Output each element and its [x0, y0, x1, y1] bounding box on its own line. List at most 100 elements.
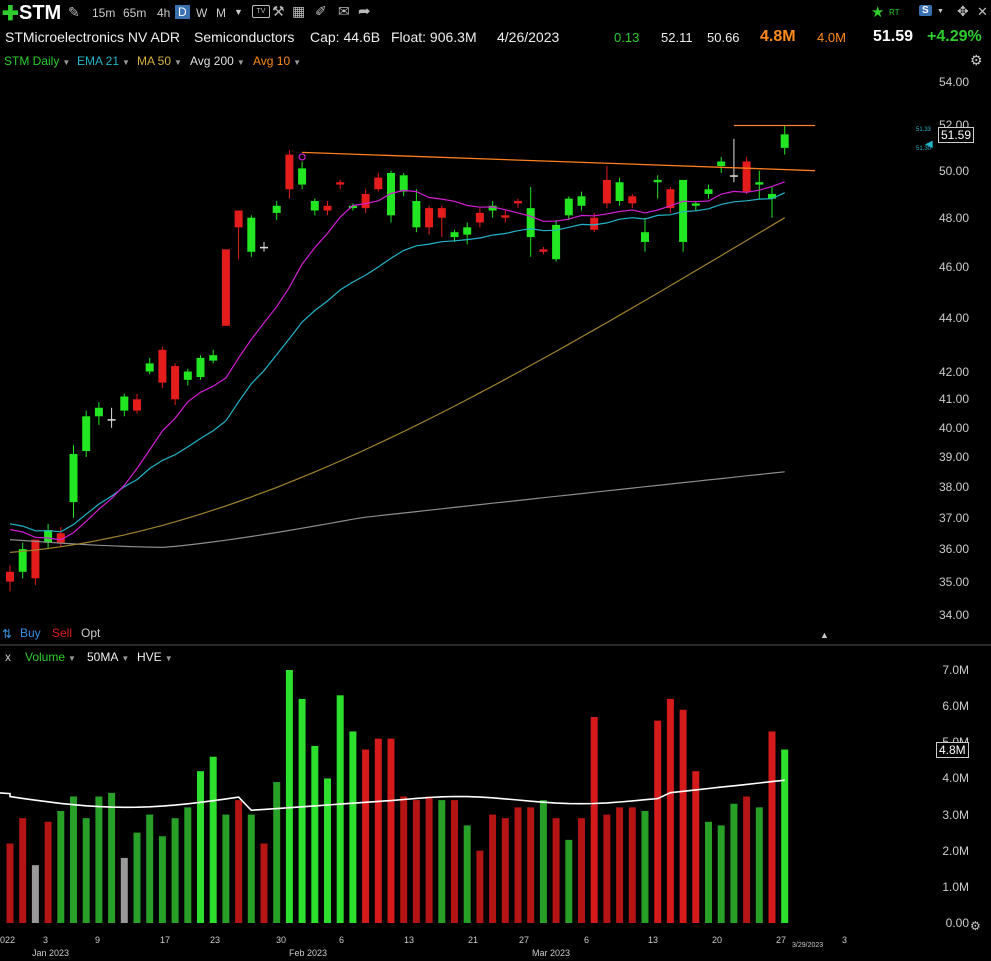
volume-close-icon[interactable]: x — [5, 650, 11, 664]
volume-bar — [451, 800, 458, 923]
price-axis-tick: 50.00 — [938, 163, 969, 178]
avg200-line — [9, 471, 785, 549]
current-price-tag: 51.59 — [938, 127, 975, 143]
volume-bar — [285, 670, 293, 923]
date-axis-tick: 27 — [519, 935, 530, 945]
volume-ma-study[interactable]: 50MA ▼ — [87, 650, 129, 664]
checklist-icon[interactable]: ▦ — [292, 3, 306, 19]
volume-bar — [222, 814, 230, 923]
s-badge-icon[interactable]: S — [919, 5, 932, 16]
interval-w[interactable]: W — [196, 6, 208, 20]
candle-body — [704, 189, 713, 194]
market-cap: Cap: 44.6B — [310, 29, 381, 45]
interval-d[interactable]: D — [175, 5, 190, 19]
sell-button[interactable]: Sell — [52, 626, 73, 640]
candle-body — [196, 357, 205, 378]
share-arrow-icon[interactable]: ➦ — [358, 3, 371, 20]
study-avg200[interactable]: Avg 200 ▼ — [190, 54, 245, 68]
volume-bar — [717, 825, 725, 923]
close-icon[interactable]: ✕ — [977, 4, 988, 19]
hve-study[interactable]: HVE ▼ — [137, 650, 173, 664]
collapse-up-icon[interactable]: ▲ — [820, 630, 829, 640]
candle-body — [234, 210, 243, 228]
date-axis-month: Feb 2023 — [289, 948, 328, 958]
cursor-date-label: 3/29/2023 — [792, 942, 824, 949]
date-axis-tick: 3 — [842, 935, 848, 945]
volume-bar — [654, 720, 662, 923]
volume-bar — [247, 814, 255, 923]
interval-m[interactable]: M — [216, 6, 226, 20]
order-menu-icon[interactable]: ⇅ — [2, 627, 13, 641]
interval-4h[interactable]: 4h — [157, 6, 171, 20]
date-axis-tick: 30 — [276, 935, 287, 945]
candle-body — [679, 179, 688, 242]
percent-change: +4.29% — [927, 28, 982, 45]
moving-average-overlays — [9, 124, 816, 553]
settings-globe-icon[interactable]: ⚙ — [970, 52, 983, 68]
study-price[interactable]: STM Daily ▼ — [4, 54, 70, 68]
buy-button[interactable]: Buy — [20, 626, 41, 640]
volume-bar — [679, 709, 687, 923]
study-ma50[interactable]: MA 50 ▼ — [137, 54, 182, 68]
sector-name: Semiconductors — [194, 29, 295, 45]
candle-body — [691, 203, 700, 206]
note-icon[interactable]: ✉ — [338, 3, 350, 19]
date-axis-tick: 20 — [712, 935, 723, 945]
opt-button[interactable]: Opt — [81, 626, 101, 640]
date-axis-tick: 9 — [95, 935, 101, 945]
date-axis-tick: 13 — [404, 935, 415, 945]
draw-pencil-icon[interactable]: ✐ — [315, 3, 327, 19]
volume-axis-tick: 7.0M — [942, 663, 969, 677]
add-symbol-icon[interactable]: ✚ — [2, 3, 19, 25]
favorite-star-icon[interactable]: ★ — [871, 4, 885, 21]
candle-body — [120, 396, 129, 411]
tools-icon[interactable]: ✎ — [68, 4, 80, 20]
candle-body — [450, 232, 459, 238]
high-value: 52.11 — [661, 30, 693, 45]
study-ema21[interactable]: EMA 21 ▼ — [77, 54, 130, 68]
volume-axis-tick: 4.0M — [942, 771, 969, 786]
study-avg10[interactable]: Avg 10 ▼ — [253, 54, 301, 68]
chevron-down-icon: ▼ — [122, 58, 130, 67]
move-icon[interactable]: ✥ — [957, 3, 969, 19]
price-axis-tick: 41.00 — [938, 392, 969, 407]
chevron-down-icon[interactable]: ▼ — [234, 7, 243, 17]
volume-study[interactable]: Volume ▼ — [25, 650, 76, 664]
candle-body — [6, 571, 14, 582]
tv-icon[interactable]: TV — [252, 5, 270, 18]
volume-bar — [641, 810, 649, 923]
candle-body — [348, 205, 357, 209]
chevron-down-icon[interactable]: ▼ — [937, 8, 944, 15]
date-axis-tick: 6 — [584, 935, 590, 945]
current-price-value: 51.59 — [941, 128, 972, 142]
volume-bar — [273, 782, 281, 923]
volume-bar — [184, 807, 192, 923]
volume-bar — [146, 814, 154, 923]
candle-body — [158, 349, 167, 383]
volume-bar — [412, 800, 420, 923]
candle-body — [717, 161, 726, 167]
candle-body — [641, 232, 649, 242]
volume-bar — [362, 749, 370, 923]
candle-body — [209, 355, 218, 361]
realtime-icon[interactable]: RT — [889, 8, 900, 17]
candle-body — [107, 419, 116, 421]
price-axis-tick: 44.00 — [938, 310, 969, 325]
tools-wrench-icon[interactable]: ⚒ — [272, 3, 285, 19]
date-axis-tick: 6 — [339, 935, 345, 945]
volume-bar — [19, 818, 27, 923]
candle-body — [18, 549, 27, 572]
volume-settings-icon[interactable]: ⚙ — [970, 919, 981, 933]
volume-bar — [628, 807, 636, 923]
date-axis-month: Mar 2023 — [532, 948, 571, 958]
interval-15m[interactable]: 15m — [92, 6, 116, 20]
candle-body — [615, 182, 624, 202]
volume-bar — [616, 807, 624, 923]
volume-bar — [209, 756, 217, 923]
interval-65m[interactable]: 65m — [123, 6, 147, 20]
chevron-down-icon: ▼ — [121, 654, 130, 663]
volume-label: Volume — [25, 650, 66, 664]
symbol-title[interactable]: STM — [19, 2, 62, 24]
price-axis-tick: 34.00 — [938, 608, 969, 622]
